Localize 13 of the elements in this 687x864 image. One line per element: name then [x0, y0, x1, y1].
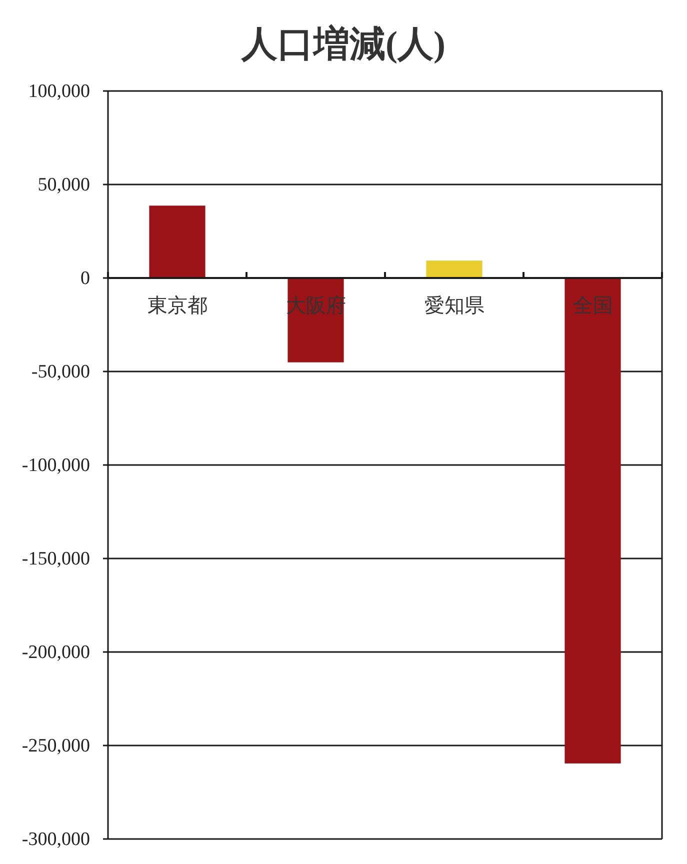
y-tick-label: -100,000 [22, 455, 90, 476]
y-tick-label: -200,000 [22, 642, 90, 663]
y-tick-label: -150,000 [22, 548, 90, 570]
y-tick-label: 0 [80, 268, 90, 289]
y-tick-label: 100,000 [28, 81, 90, 102]
y-tick-label: -300,000 [22, 829, 90, 850]
y-tick-label: 50,000 [38, 174, 90, 196]
y-tick-label: -50,000 [31, 362, 90, 382]
x-tick-label: 全国 [572, 295, 613, 317]
x-tick-label: 東京都 [147, 295, 208, 317]
title: 人口増減(人) [242, 24, 446, 64]
y-tick-label: -250,000 [22, 736, 90, 756]
x-tick-label: 愛知県 [424, 295, 484, 317]
